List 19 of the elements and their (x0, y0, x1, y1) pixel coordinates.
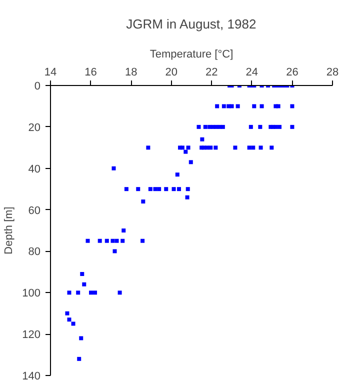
y-tick-label: 140 (22, 370, 41, 382)
y-tick-label: 20 (28, 122, 41, 134)
x-tick-label: 24 (246, 66, 258, 78)
y-tick-label: 0 (34, 80, 41, 92)
y-tick-label: 100 (22, 288, 41, 300)
y-tick-label: 80 (28, 246, 41, 258)
y-tick-label: 40 (28, 163, 41, 176)
y-tick-label: 120 (22, 329, 41, 342)
x-tick-label: 28 (326, 66, 339, 78)
x-tick-label: 20 (165, 66, 178, 78)
y-axis-title: Depth [m] (3, 206, 16, 254)
y-tick-label: 60 (28, 204, 41, 217)
x-tick-label: 26 (286, 66, 298, 78)
x-tick-label: 14 (44, 66, 57, 78)
x-tick-label: 22 (206, 66, 218, 78)
chart-title: JGRM in August, 1982 (126, 16, 256, 32)
x-tick-label: 18 (124, 66, 138, 78)
x-axis-title: Temperature [°C] (150, 48, 234, 60)
x-tick-label: 16 (84, 66, 97, 78)
